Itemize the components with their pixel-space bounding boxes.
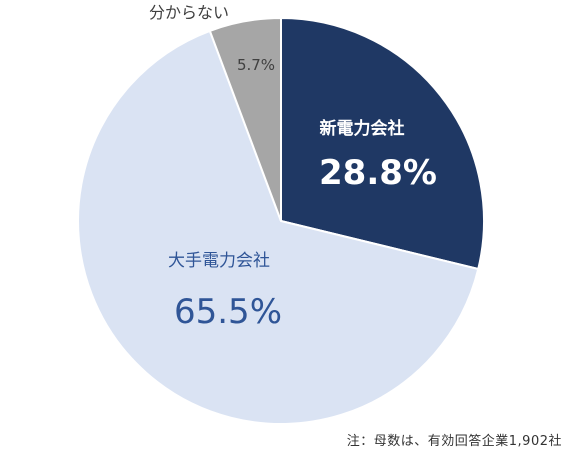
slice-value-label: 28.8%	[319, 153, 437, 193]
slice-value-label: 65.5%	[174, 292, 282, 332]
footnote: 注：母数は、有効回答企業1,902社	[346, 434, 562, 449]
pie-slice	[280, 16, 485, 271]
slice-label: 大手電力会社	[168, 251, 270, 271]
slice-value-label: 5.7%	[237, 56, 275, 74]
slice-label: 分からない	[149, 3, 229, 22]
pie-slice	[208, 16, 282, 222]
slice-label: 新電力会社	[320, 118, 405, 139]
pie-slice	[77, 29, 480, 425]
